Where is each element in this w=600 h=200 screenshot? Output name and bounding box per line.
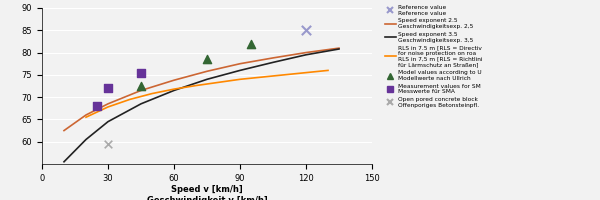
- Point: [103, 142, 113, 146]
- Point: [136, 84, 146, 88]
- Point: [202, 58, 212, 61]
- Legend: Reference value
Reference value, Speed exponent 2.5
Geschwindigkeitsexp. 2,5, Sp: Reference value Reference value, Speed e…: [385, 5, 482, 108]
- Point: [103, 87, 113, 90]
- Point: [92, 104, 102, 108]
- X-axis label: Speed v [km/h]
Geschwindigkeit v [km/h]: Speed v [km/h] Geschwindigkeit v [km/h]: [146, 186, 268, 200]
- Point: [246, 42, 256, 45]
- Point: [301, 29, 311, 32]
- Point: [136, 71, 146, 74]
